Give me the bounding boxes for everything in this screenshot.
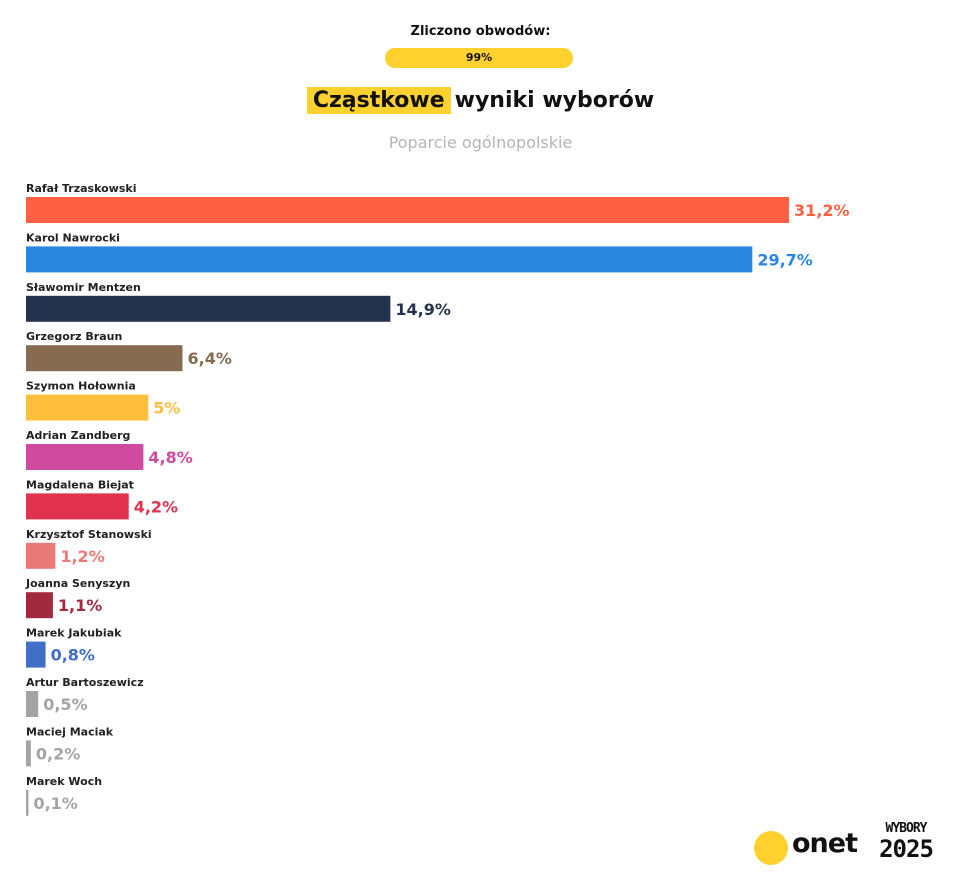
result-bar bbox=[26, 740, 31, 767]
candidate-name-label: Marek Woch bbox=[26, 775, 102, 788]
result-bar bbox=[26, 493, 129, 520]
title-highlight: Cząstkowe bbox=[306, 87, 451, 114]
candidate-name-label: Karol Nawrocki bbox=[26, 231, 120, 244]
result-value-label: 4,8% bbox=[148, 448, 192, 467]
result-bar bbox=[26, 592, 53, 619]
counted-progress-badge: 99% bbox=[385, 48, 573, 68]
result-value-label: 0,5% bbox=[43, 695, 87, 714]
candidate-name-label: Artur Bartoszewicz bbox=[26, 676, 144, 689]
candidate-name-label: Grzegorz Braun bbox=[26, 330, 122, 343]
candidate-name-label: Adrian Zandberg bbox=[26, 429, 130, 442]
result-value-label: 1,2% bbox=[60, 547, 104, 566]
counted-districts-label: Zliczono obwodów: bbox=[410, 24, 551, 39]
chart-title: Cząstkowe wyniki wyborów bbox=[0, 87, 961, 114]
result-bar bbox=[26, 691, 39, 717]
candidate-name-label: Rafał Trzaskowski bbox=[26, 182, 136, 195]
candidate-name-label: Marek Jakubiak bbox=[26, 627, 122, 640]
result-bar bbox=[26, 542, 56, 569]
title-rest: wyniki wyborów bbox=[454, 88, 655, 113]
candidate-name-label: Sławomir Mentzen bbox=[26, 281, 141, 294]
result-bar bbox=[26, 394, 149, 421]
result-value-label: 31,2% bbox=[794, 201, 850, 220]
result-value-label: 0,1% bbox=[33, 794, 77, 813]
candidate-name-label: Maciej Maciak bbox=[26, 725, 114, 738]
result-bar bbox=[26, 789, 29, 816]
result-bar bbox=[26, 295, 391, 322]
result-bar bbox=[26, 444, 144, 470]
result-bar bbox=[26, 641, 46, 668]
wybory-badge-line1: WYBORY bbox=[885, 821, 928, 836]
result-value-label: 0,2% bbox=[36, 744, 80, 763]
onet-logo-text: onet bbox=[792, 828, 858, 859]
wybory-badge-line2: 2025 bbox=[879, 835, 934, 863]
result-value-label: 5% bbox=[153, 399, 180, 418]
result-bar bbox=[26, 246, 753, 273]
result-value-label: 6,4% bbox=[188, 349, 232, 368]
result-bar bbox=[26, 345, 183, 372]
result-bar bbox=[26, 197, 789, 223]
result-value-label: 14,9% bbox=[395, 300, 451, 319]
brand-logos: onet WYBORY 2025 bbox=[752, 820, 942, 870]
wybory-2025-badge: WYBORY 2025 bbox=[875, 822, 937, 861]
candidate-name-label: Magdalena Biejat bbox=[26, 478, 134, 491]
onet-logo-icon bbox=[754, 831, 788, 865]
candidate-name-label: Szymon Hołownia bbox=[26, 380, 136, 393]
chart-subtitle: Poparcie ogólnopolskie bbox=[388, 133, 573, 152]
result-value-label: 0,8% bbox=[51, 646, 95, 665]
candidate-name-label: Joanna Senyszyn bbox=[25, 577, 130, 590]
result-value-label: 1,1% bbox=[58, 596, 102, 615]
result-value-label: 29,7% bbox=[757, 250, 813, 269]
results-bar-chart: Rafał Trzaskowski 31,2% Karol Nawrocki 29,7… bbox=[25, 182, 850, 816]
result-value-label: 4,2% bbox=[134, 497, 178, 516]
candidate-name-label: Krzysztof Stanowski bbox=[26, 528, 152, 541]
